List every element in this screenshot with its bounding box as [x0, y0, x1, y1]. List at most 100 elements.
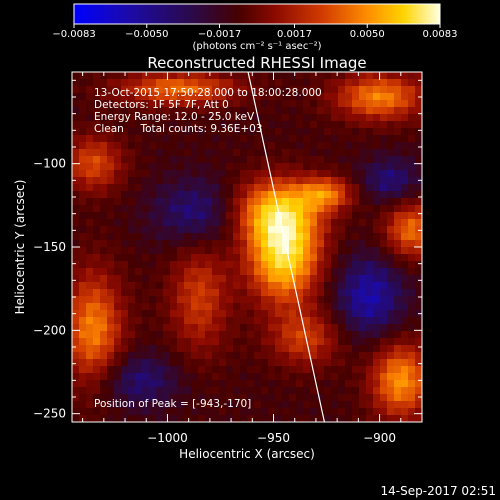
heatmap-cell — [72, 352, 80, 360]
heatmap-cell — [401, 338, 409, 346]
heatmap-cell — [86, 240, 94, 248]
heatmap-cell — [408, 170, 416, 178]
heatmap-cell — [205, 114, 213, 122]
heatmap-cell — [219, 121, 227, 129]
heatmap-cell — [149, 352, 157, 360]
heatmap-cell — [163, 191, 171, 199]
heatmap-cell — [170, 170, 178, 178]
heatmap-cell — [219, 345, 227, 353]
heatmap-cell — [352, 415, 360, 422]
heatmap-cell — [135, 142, 143, 150]
heatmap-cell — [205, 79, 213, 87]
heatmap-cell — [408, 310, 416, 318]
heatmap-cell — [86, 198, 94, 206]
heatmap-cell — [282, 86, 290, 94]
heatmap-cell — [268, 310, 276, 318]
heatmap-cell — [156, 170, 164, 178]
heatmap-cell — [247, 401, 255, 409]
heatmap-cell — [135, 240, 143, 248]
heatmap-cell — [240, 324, 248, 332]
heatmap-cell — [142, 219, 150, 227]
heatmap-cell — [191, 240, 199, 248]
heatmap-cell — [387, 240, 395, 248]
heatmap-cell — [408, 135, 416, 143]
heatmap-cell — [261, 401, 269, 409]
heatmap-cell — [198, 247, 206, 255]
heatmap-cell — [93, 289, 101, 297]
heatmap-cell — [401, 128, 409, 136]
heatmap-cell — [261, 394, 269, 402]
heatmap-cell — [226, 226, 234, 234]
heatmap-cell — [142, 233, 150, 241]
heatmap-cell — [156, 247, 164, 255]
heatmap-cell — [261, 331, 269, 339]
heatmap-cell — [205, 394, 213, 402]
heatmap-cell — [86, 415, 94, 422]
heatmap-cell — [128, 359, 136, 367]
heatmap-cell — [247, 310, 255, 318]
heatmap-cell — [401, 100, 409, 108]
heatmap-cell — [163, 79, 171, 87]
heatmap-cell — [135, 72, 143, 80]
heatmap-cell — [177, 394, 185, 402]
heatmap-cell — [303, 226, 311, 234]
heatmap-cell — [79, 191, 87, 199]
heatmap-cell — [345, 394, 353, 402]
heatmap-cell — [233, 163, 241, 171]
heatmap-cell — [72, 394, 80, 402]
heatmap-cell — [366, 142, 374, 150]
heatmap-cell — [163, 226, 171, 234]
heatmap-cell — [100, 289, 108, 297]
heatmap-cell — [296, 247, 304, 255]
heatmap-cell — [184, 254, 192, 262]
heatmap-cell — [261, 156, 269, 164]
heatmap-cell — [352, 72, 360, 80]
heatmap-cell — [338, 114, 346, 122]
heatmap-cell — [198, 72, 206, 80]
heatmap-cell — [219, 415, 227, 422]
heatmap-cell — [177, 310, 185, 318]
heatmap-cell — [163, 408, 171, 416]
heatmap-cell — [149, 212, 157, 220]
heatmap-cell — [233, 72, 241, 80]
heatmap-cell — [233, 359, 241, 367]
heatmap-cell — [184, 331, 192, 339]
heatmap-cell — [338, 198, 346, 206]
heatmap-cell — [212, 156, 220, 164]
heatmap-cell — [233, 198, 241, 206]
heatmap-cell — [163, 380, 171, 388]
heatmap-cell — [289, 184, 297, 192]
heatmap-cell — [79, 394, 87, 402]
heatmap-cell — [72, 107, 80, 115]
heatmap-cell — [401, 149, 409, 157]
heatmap-cell — [387, 219, 395, 227]
heatmap-cell — [345, 212, 353, 220]
heatmap-cell — [408, 79, 416, 87]
heatmap-cell — [156, 296, 164, 304]
heatmap-cell — [373, 170, 381, 178]
heatmap-cell — [86, 233, 94, 241]
heatmap-cell — [296, 163, 304, 171]
heatmap-cell — [219, 282, 227, 290]
heatmap-cell — [177, 296, 185, 304]
heatmap-cell — [212, 352, 220, 360]
heatmap-cell — [408, 114, 416, 122]
heatmap-cell — [268, 226, 276, 234]
heatmap-cell — [254, 142, 262, 150]
heatmap-cell — [219, 408, 227, 416]
heatmap-cell — [107, 170, 115, 178]
heatmap-cell — [128, 205, 136, 213]
heatmap-cell — [303, 212, 311, 220]
heatmap-cell — [352, 268, 360, 276]
heatmap-cell — [233, 226, 241, 234]
heatmap-cell — [219, 205, 227, 213]
heatmap-cell — [310, 303, 318, 311]
heatmap-cell — [373, 212, 381, 220]
heatmap-cell — [408, 415, 416, 422]
heatmap-cell — [219, 268, 227, 276]
heatmap-cell — [121, 366, 129, 374]
heatmap-cell — [394, 163, 402, 171]
heatmap-cell — [79, 338, 87, 346]
heatmap-cell — [338, 135, 346, 143]
heatmap-cell — [352, 93, 360, 101]
